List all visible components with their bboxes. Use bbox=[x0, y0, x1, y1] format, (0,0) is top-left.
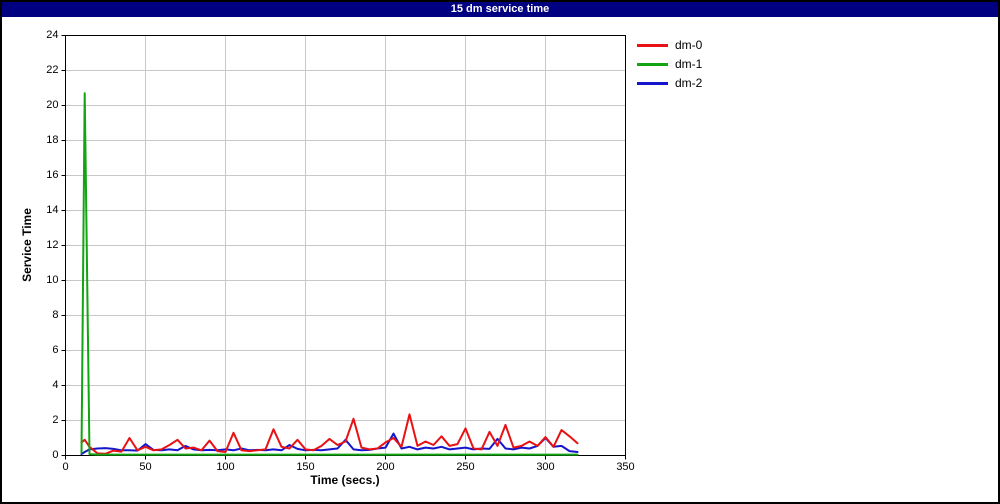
y-tick-label: 24 bbox=[46, 29, 59, 41]
window-title-bar: 15 dm service time bbox=[2, 2, 998, 17]
y-tick-label: 2 bbox=[52, 414, 59, 426]
series-dm-1 bbox=[80, 92, 579, 456]
x-tick-label: 350 bbox=[616, 460, 635, 473]
legend-line-dm-0 bbox=[637, 44, 668, 47]
x-axis-title: Time (secs.) bbox=[310, 473, 380, 487]
x-tick-label: 100 bbox=[216, 460, 235, 473]
y-tick-label: 18 bbox=[46, 134, 59, 146]
y-tick-label: 20 bbox=[46, 99, 59, 111]
window-title: 15 dm service time bbox=[450, 3, 550, 15]
y-tick-label: 4 bbox=[52, 379, 59, 391]
legend-line-dm-1 bbox=[637, 63, 668, 66]
y-tick-label: 14 bbox=[46, 204, 59, 216]
legend-item-dm-0: dm-0 bbox=[637, 36, 702, 55]
x-tick-label: 250 bbox=[456, 460, 475, 473]
y-tick-label: 0 bbox=[52, 449, 59, 461]
x-tick-label: 200 bbox=[376, 460, 395, 473]
legend: dm-0 dm-1 dm-2 bbox=[637, 36, 702, 93]
y-tick-label: 12 bbox=[46, 239, 59, 251]
y-tick-label: 22 bbox=[46, 64, 59, 76]
legend-label-dm-2: dm-2 bbox=[675, 76, 703, 90]
series-dm-0 bbox=[80, 413, 579, 455]
legend-line-dm-2 bbox=[637, 82, 668, 85]
x-tick-label: 50 bbox=[139, 460, 152, 473]
y-axis-title: Service Time bbox=[20, 208, 34, 282]
y-tick-label: 6 bbox=[52, 344, 59, 356]
x-tick-label: 0 bbox=[62, 460, 69, 473]
legend-item-dm-2: dm-2 bbox=[637, 74, 702, 93]
y-tick-label: 8 bbox=[52, 309, 59, 321]
legend-label-dm-0: dm-0 bbox=[675, 38, 703, 52]
legend-item-dm-1: dm-1 bbox=[637, 55, 702, 74]
x-tick-label: 150 bbox=[296, 460, 315, 473]
y-tick-label: 16 bbox=[46, 169, 59, 181]
y-tick-label: 10 bbox=[46, 274, 59, 286]
x-tick-label: 300 bbox=[536, 460, 555, 473]
legend-label-dm-1: dm-1 bbox=[675, 57, 703, 71]
